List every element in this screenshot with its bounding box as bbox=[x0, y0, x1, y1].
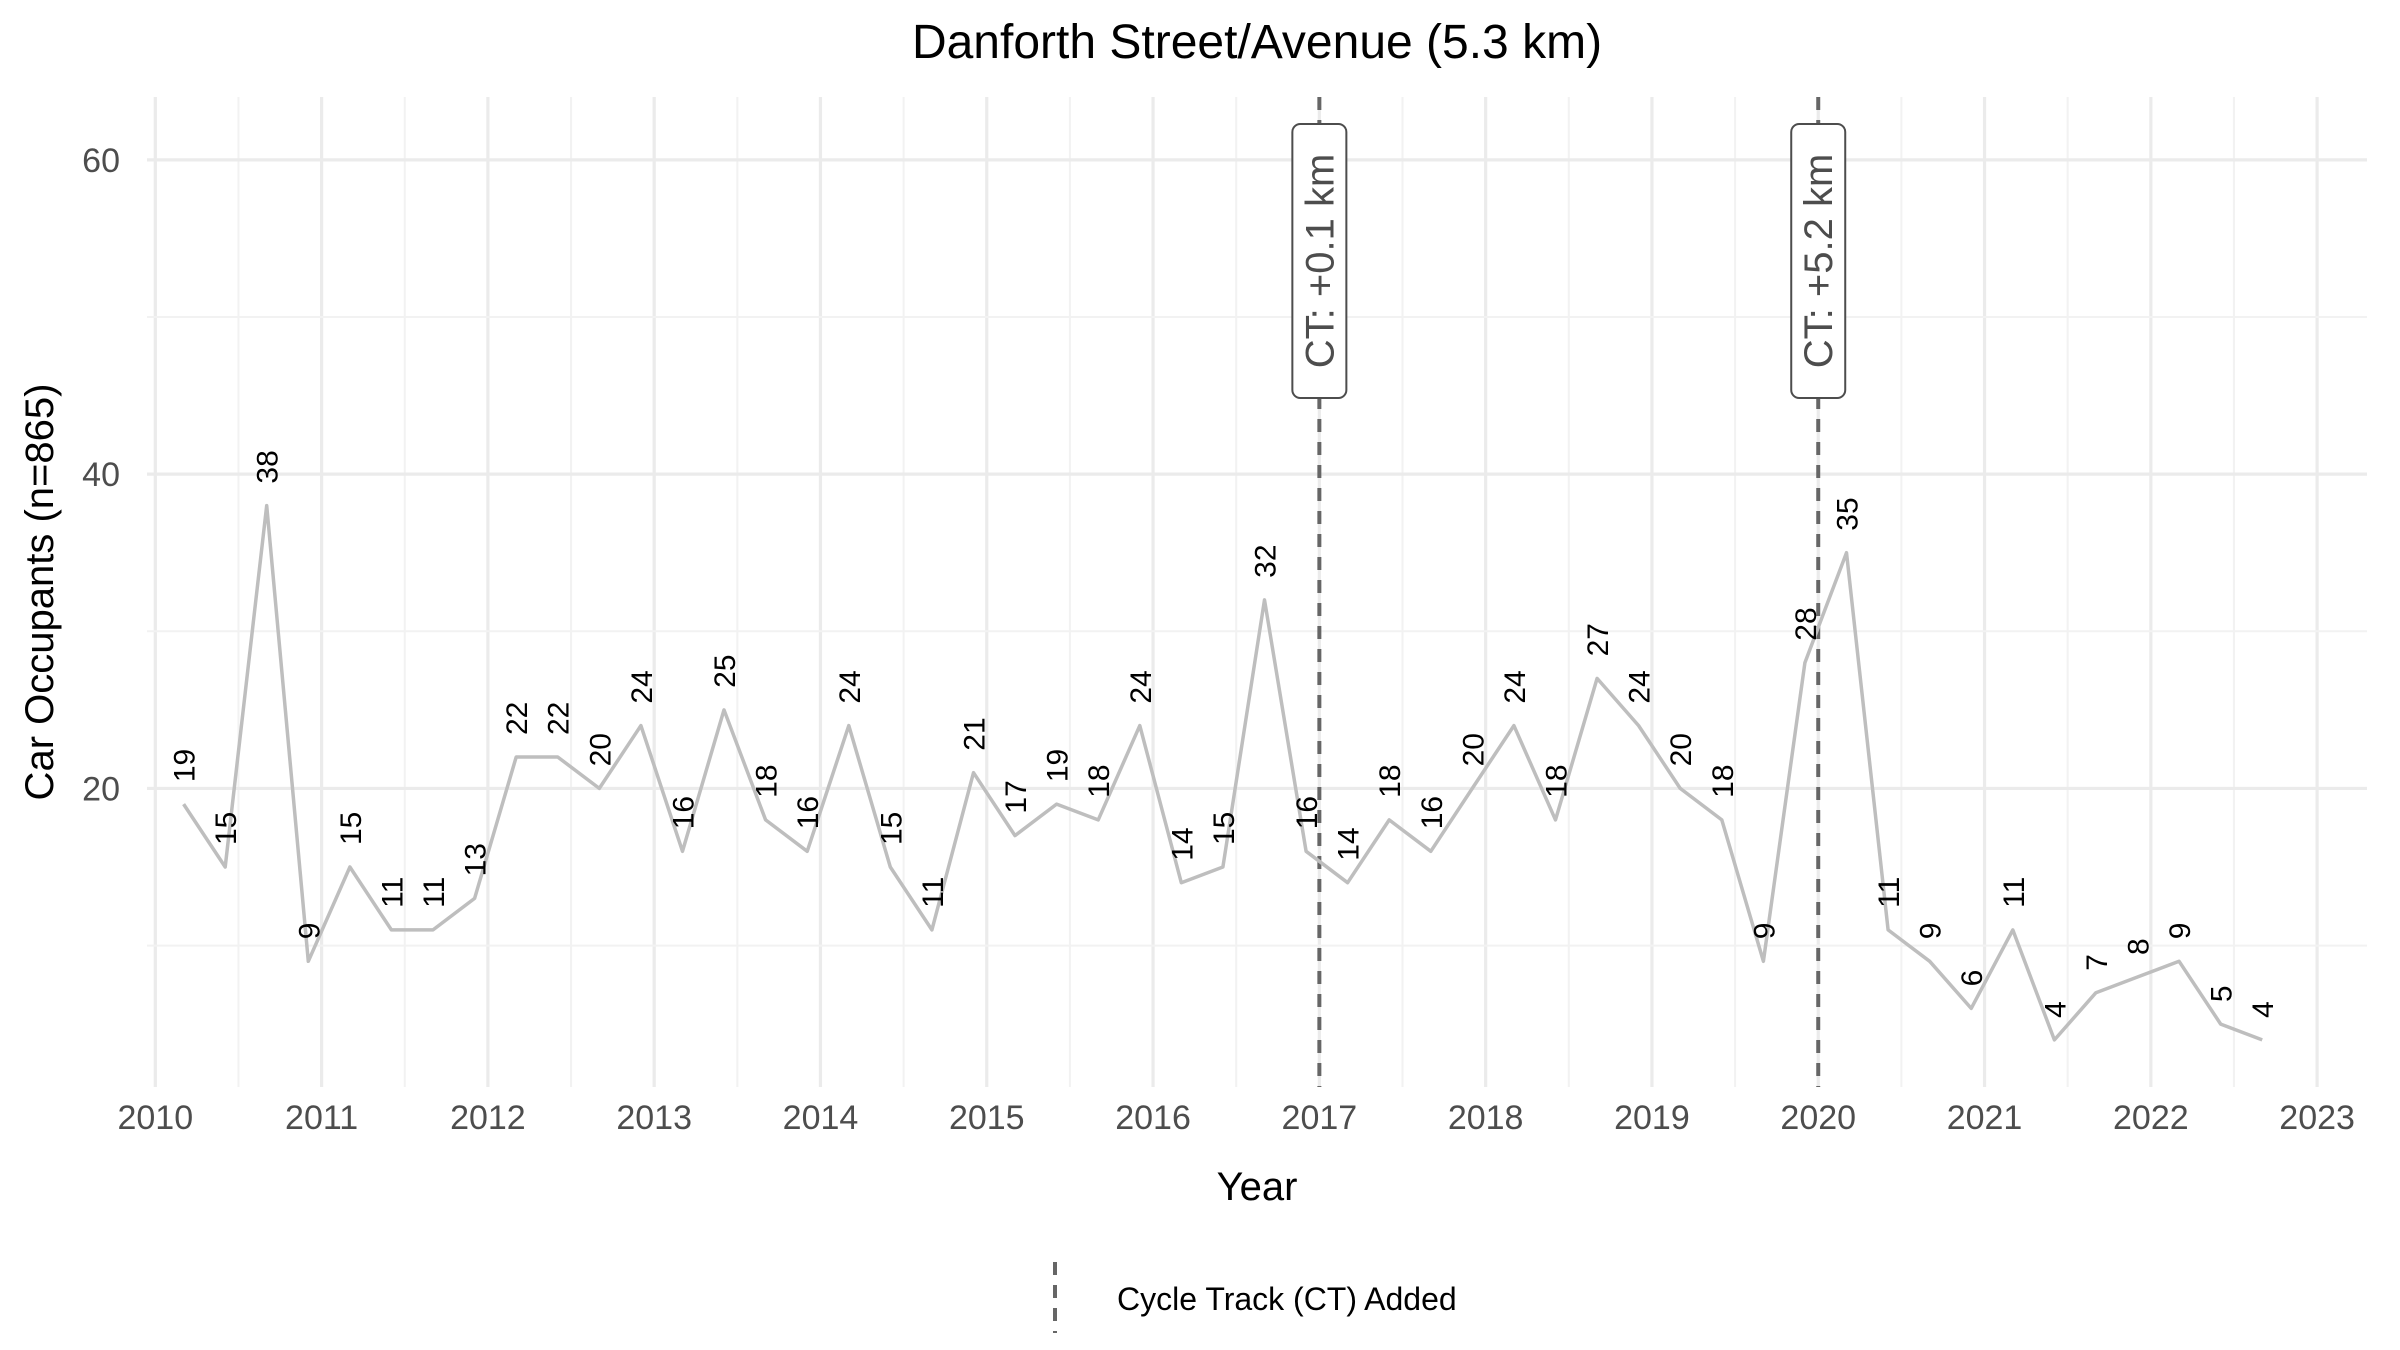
x-tick-label: 2012 bbox=[450, 1099, 526, 1137]
x-tick-label: 2015 bbox=[949, 1099, 1025, 1137]
cycle-track-label: CT: +0.1 km bbox=[1298, 154, 1342, 369]
data-label: 24 bbox=[626, 670, 659, 703]
data-label: 16 bbox=[1416, 796, 1449, 829]
x-tick-label: 2011 bbox=[285, 1099, 358, 1137]
data-label: 8 bbox=[2123, 938, 2156, 955]
cycle-track-label-box bbox=[1790, 123, 1847, 399]
data-label: 24 bbox=[834, 670, 867, 703]
x-tick-label: 2023 bbox=[2279, 1099, 2355, 1137]
cycle-track-label-box bbox=[1291, 123, 1348, 399]
annotation-layer: CT: +0.1 km CT: +5.2 km bbox=[1291, 123, 1847, 399]
data-label: 6 bbox=[1956, 970, 1989, 987]
data-label: 11 bbox=[1998, 877, 2031, 908]
data-label: 32 bbox=[1249, 544, 1282, 577]
x-tick-label: 2017 bbox=[1282, 1099, 1358, 1137]
data-label: 9 bbox=[2164, 923, 2197, 940]
y-tick-label: 20 bbox=[82, 770, 120, 808]
x-tick-label: 2021 bbox=[1947, 1099, 2023, 1137]
data-label: 27 bbox=[1582, 623, 1615, 656]
data-label: 24 bbox=[1125, 670, 1158, 703]
data-label: 15 bbox=[335, 812, 368, 845]
data-label: 9 bbox=[1748, 923, 1781, 940]
data-label: 11 bbox=[376, 877, 409, 908]
series-layer bbox=[182, 503, 2263, 1042]
data-label: 18 bbox=[1707, 764, 1740, 797]
x-tick-label: 2020 bbox=[1780, 1099, 1856, 1137]
data-label: 21 bbox=[958, 717, 991, 750]
data-label: 18 bbox=[1083, 764, 1116, 797]
data-label: 18 bbox=[1374, 764, 1407, 797]
x-tick-label: 2019 bbox=[1614, 1099, 1690, 1137]
grid-layer bbox=[147, 97, 2367, 1087]
y-axis-ticks: 20 40 60 bbox=[82, 142, 120, 809]
data-label: 16 bbox=[792, 796, 825, 829]
data-label: 22 bbox=[543, 702, 576, 735]
data-label: 7 bbox=[2081, 954, 2114, 971]
x-axis-ticks: 2010 2011 2012 2013 2014 2015 2016 2017 2018 2019… bbox=[117, 1099, 2354, 1137]
y-axis-label: Car Occupants (n=865) bbox=[18, 384, 62, 801]
legend: Cycle Track (CT) Added bbox=[1053, 1262, 1457, 1333]
data-label: 28 bbox=[1790, 607, 1823, 640]
data-label: 16 bbox=[1291, 796, 1324, 829]
x-tick-label: 2010 bbox=[117, 1099, 193, 1137]
data-label: 20 bbox=[584, 733, 617, 766]
x-tick-label: 2022 bbox=[2113, 1099, 2189, 1137]
data-label: 17 bbox=[1000, 780, 1033, 813]
data-label: 19 bbox=[1042, 749, 1075, 782]
data-label: 15 bbox=[875, 812, 908, 845]
data-label: 11 bbox=[418, 877, 451, 908]
data-label: 11 bbox=[917, 877, 950, 908]
y-tick-label: 60 bbox=[82, 142, 120, 180]
data-label: 14 bbox=[1166, 827, 1199, 860]
data-label: 24 bbox=[1624, 670, 1657, 703]
data-label: 14 bbox=[1333, 827, 1366, 860]
data-label: 16 bbox=[667, 796, 700, 829]
data-label: 24 bbox=[1499, 670, 1532, 703]
legend-label: Cycle Track (CT) Added bbox=[1117, 1281, 1457, 1317]
y-tick-label: 40 bbox=[82, 456, 120, 494]
x-tick-label: 2016 bbox=[1115, 1099, 1191, 1137]
data-label: 9 bbox=[1915, 923, 1948, 940]
cycle-track-label: CT: +5.2 km bbox=[1797, 154, 1841, 369]
data-label: 13 bbox=[460, 843, 493, 876]
x-tick-label: 2014 bbox=[783, 1099, 859, 1137]
x-axis-label: Year bbox=[1217, 1165, 1298, 1209]
data-label: 18 bbox=[751, 764, 784, 797]
data-label: 11 bbox=[1873, 877, 1906, 908]
data-label: 4 bbox=[2039, 1001, 2072, 1018]
data-label: 4 bbox=[2247, 1001, 2280, 1018]
x-tick-label: 2018 bbox=[1448, 1099, 1524, 1137]
data-label: 22 bbox=[501, 702, 534, 735]
data-label: 15 bbox=[210, 812, 243, 845]
data-label: 15 bbox=[1208, 812, 1241, 845]
series-line bbox=[182, 503, 2263, 1042]
data-label: 35 bbox=[1832, 497, 1865, 530]
data-label: 25 bbox=[709, 654, 742, 687]
data-label: 5 bbox=[2206, 985, 2239, 1002]
data-label: 18 bbox=[1540, 764, 1573, 797]
x-tick-label: 2013 bbox=[616, 1099, 692, 1137]
data-label: 38 bbox=[252, 450, 285, 483]
data-label: 19 bbox=[169, 749, 202, 782]
chart-title: Danforth Street/Avenue (5.3 km) bbox=[912, 16, 1602, 69]
data-label: 9 bbox=[293, 923, 326, 940]
data-label: 20 bbox=[1457, 733, 1490, 766]
data-label: 20 bbox=[1665, 733, 1698, 766]
